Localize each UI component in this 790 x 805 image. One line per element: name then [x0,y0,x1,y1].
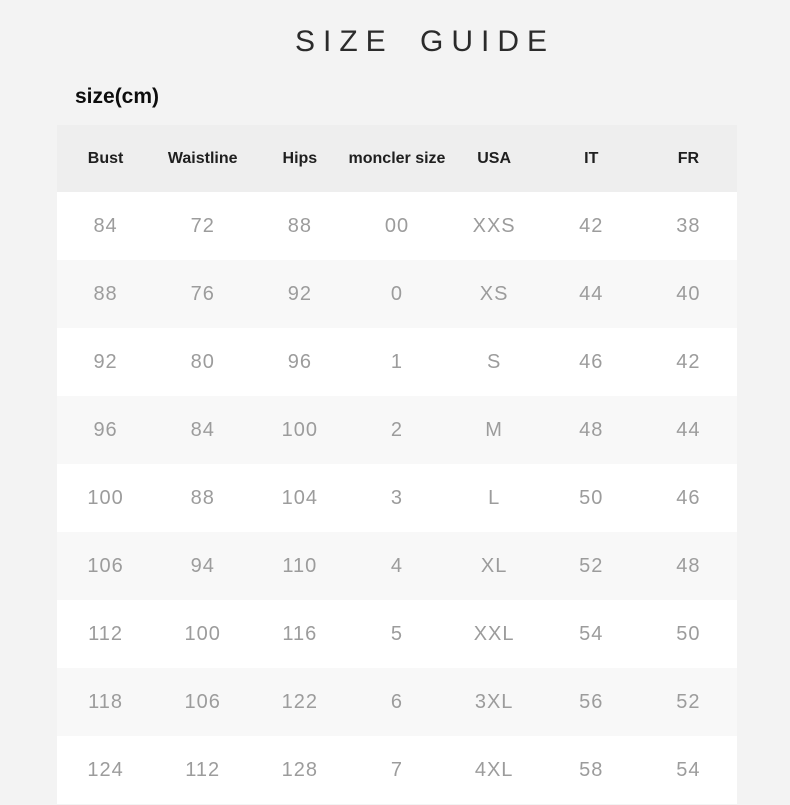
cell-hips: 128 [251,736,349,804]
cell-bust: 118 [57,668,155,736]
cell-fr: 48 [639,532,737,600]
cell-moncler-size: 0 [348,260,446,328]
cell-moncler-size: 7 [348,736,446,804]
table-row: 106 94 110 4 XL 52 48 [57,532,737,600]
cell-bust: 106 [57,532,155,600]
cell-usa: S [445,328,543,396]
cell-moncler-size: 00 [348,192,446,260]
cell-hips: 96 [251,328,349,396]
cell-waistline: 94 [154,532,252,600]
cell-moncler-size: 5 [348,600,446,668]
cell-waistline: 88 [154,464,252,532]
cell-bust: 100 [57,464,155,532]
cell-usa: 3XL [445,668,543,736]
cell-fr: 54 [639,736,737,804]
cell-usa: XXS [445,192,543,260]
cell-usa: XL [445,532,543,600]
cell-hips: 92 [251,260,349,328]
cell-it: 58 [542,736,640,804]
cell-it: 56 [542,668,640,736]
column-header-hips: Hips [251,125,349,192]
cell-hips: 122 [251,668,349,736]
cell-fr: 40 [639,260,737,328]
table-row: 100 88 104 3 L 50 46 [57,464,737,532]
cell-moncler-size: 1 [348,328,446,396]
cell-it: 52 [542,532,640,600]
cell-bust: 88 [57,260,155,328]
cell-moncler-size: 4 [348,532,446,600]
cell-usa: XS [445,260,543,328]
unit-label: size(cm) [75,85,160,108]
table-body: 84 72 88 00 XXS 42 38 88 76 92 0 XS 44 4… [57,192,737,804]
cell-waistline: 76 [154,260,252,328]
cell-waistline: 80 [154,328,252,396]
cell-moncler-size: 3 [348,464,446,532]
cell-it: 48 [542,396,640,464]
cell-waistline: 84 [154,396,252,464]
table-row: 96 84 100 2 M 48 44 [57,396,737,464]
cell-waistline: 100 [154,600,252,668]
cell-waistline: 106 [154,668,252,736]
cell-usa: XXL [445,600,543,668]
column-header-it: IT [542,125,640,192]
table-row: 88 76 92 0 XS 44 40 [57,260,737,328]
table-row: 112 100 116 5 XXL 54 50 [57,600,737,668]
table-row: 118 106 122 6 3XL 56 52 [57,668,737,736]
column-header-waistline: Waistline [154,125,252,192]
cell-fr: 38 [639,192,737,260]
cell-fr: 46 [639,464,737,532]
cell-waistline: 72 [154,192,252,260]
cell-bust: 92 [57,328,155,396]
cell-bust: 84 [57,192,155,260]
cell-moncler-size: 6 [348,668,446,736]
column-header-usa: USA [445,125,543,192]
cell-usa: M [445,396,543,464]
cell-it: 46 [542,328,640,396]
cell-fr: 52 [639,668,737,736]
column-header-moncler-size: moncler size [348,125,446,192]
cell-fr: 44 [639,396,737,464]
table-row: 92 80 96 1 S 46 42 [57,328,737,396]
table-header: Bust Waistline Hips moncler size USA IT … [57,125,737,192]
cell-it: 42 [542,192,640,260]
cell-bust: 124 [57,736,155,804]
cell-hips: 100 [251,396,349,464]
cell-moncler-size: 2 [348,396,446,464]
cell-hips: 116 [251,600,349,668]
column-header-fr: FR [639,125,737,192]
cell-it: 54 [542,600,640,668]
cell-it: 50 [542,464,640,532]
cell-usa: L [445,464,543,532]
cell-hips: 104 [251,464,349,532]
cell-usa: 4XL [445,736,543,804]
header-row: Bust Waistline Hips moncler size USA IT … [57,125,737,192]
cell-fr: 42 [639,328,737,396]
page-title: SIZE GUIDE [294,25,556,58]
cell-bust: 96 [57,396,155,464]
column-header-bust: Bust [57,125,155,192]
cell-waistline: 112 [154,736,252,804]
cell-hips: 88 [251,192,349,260]
cell-hips: 110 [251,532,349,600]
table-row: 124 112 128 7 4XL 58 54 [57,736,737,804]
cell-fr: 50 [639,600,737,668]
cell-it: 44 [542,260,640,328]
cell-bust: 112 [57,600,155,668]
table-row: 84 72 88 00 XXS 42 38 [57,192,737,260]
size-guide-table: Bust Waistline Hips moncler size USA IT … [57,125,737,804]
